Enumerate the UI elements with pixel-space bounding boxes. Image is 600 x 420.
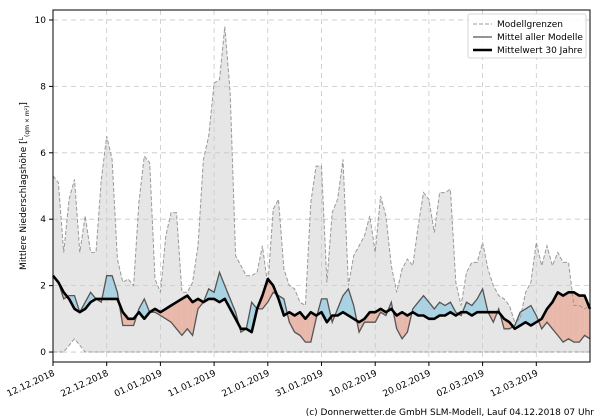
- x-tick-label: 12.12.2018: [6, 369, 57, 400]
- difference-segment: [348, 288, 354, 319]
- y-tick-label: 0: [40, 348, 46, 358]
- legend-label: Mittelwert 30 Jahre: [497, 46, 583, 56]
- difference-segment: [343, 288, 349, 316]
- x-tick-label: 02.03.2019: [435, 369, 486, 400]
- difference-segment: [525, 305, 531, 326]
- difference-segment: [219, 272, 225, 303]
- model-range-upper-line: [52, 26, 591, 323]
- difference-segment: [573, 292, 580, 343]
- difference-segment: [530, 305, 537, 326]
- difference-segment: [477, 288, 483, 313]
- difference-segment: [181, 295, 188, 336]
- difference-segment: [187, 295, 193, 336]
- difference-segment: [568, 292, 574, 343]
- difference-segment: [557, 292, 564, 343]
- x-tick-label: 10.02.2019: [328, 369, 379, 400]
- difference-segment: [402, 312, 408, 339]
- difference-segment: [428, 302, 435, 319]
- difference-segment: [434, 302, 440, 319]
- y-tick-label: 2: [40, 282, 46, 292]
- y-tick-label: 8: [40, 82, 46, 92]
- climate-mean-line: [51, 274, 592, 334]
- difference-segment: [520, 308, 526, 326]
- y-axis-label: Mittlere Niederschlagshöhe [L(qm × m²)]: [18, 102, 31, 270]
- difference-segment: [165, 305, 172, 323]
- difference-segment: [471, 298, 478, 316]
- difference-segment: [369, 312, 376, 323]
- y-axis-label-text: Mittlere Niederschlagshöhe [: [19, 140, 29, 270]
- difference-segment: [106, 275, 113, 299]
- line-layer: [51, 26, 592, 353]
- y-axis-label-bracket: ]: [19, 102, 29, 106]
- difference-segment: [305, 312, 311, 343]
- difference-segment: [176, 298, 182, 336]
- legend-label: Mittel aller Modelle: [497, 33, 583, 43]
- x-tick-label: 31.01.2019: [274, 369, 325, 400]
- y-axis-label-unit-den: (qm × m²): [24, 106, 31, 137]
- x-tick-label: 20.02.2019: [382, 369, 433, 400]
- difference-segment: [439, 302, 445, 316]
- legend: Modellgrenzen Mittel aller Modelle Mittelw…: [467, 13, 587, 59]
- difference-segment: [396, 312, 403, 339]
- model-range-lower-line: [53, 338, 590, 353]
- difference-segment: [289, 312, 295, 333]
- difference-segment: [224, 285, 231, 309]
- difference-segment: [552, 292, 558, 336]
- y-tick-label: 10: [35, 16, 47, 26]
- difference-segment: [563, 292, 569, 343]
- x-tick-label: 22.12.2018: [59, 369, 110, 400]
- y-tick-label: 6: [40, 149, 46, 159]
- difference-segment: [504, 318, 510, 329]
- difference-segment: [128, 318, 134, 326]
- x-tick-label: 21.01.2019: [221, 369, 272, 400]
- difference-segment: [85, 292, 91, 309]
- difference-segment: [579, 295, 585, 343]
- legend-label: Modellgrenzen: [497, 20, 563, 30]
- difference-segment: [321, 298, 327, 323]
- y-tick-label: 4: [40, 215, 46, 225]
- difference-segment: [171, 302, 177, 329]
- x-tick-label: 01.01.2019: [113, 369, 164, 400]
- credit-text: (c) Donnerwetter.de GmbH SLM-Modell, Lau…: [306, 408, 595, 418]
- y-axis-label-unit-num: L: [18, 136, 25, 140]
- x-tick-label: 11.01.2019: [167, 369, 218, 400]
- difference-segment: [294, 312, 300, 336]
- difference-segment: [300, 312, 306, 343]
- grid-layer: [52, 10, 590, 362]
- x-tick-label: 12.03.2019: [489, 369, 540, 400]
- model-range-band: [53, 26, 590, 352]
- legend-box: [467, 13, 587, 59]
- difference-segment: [208, 288, 215, 299]
